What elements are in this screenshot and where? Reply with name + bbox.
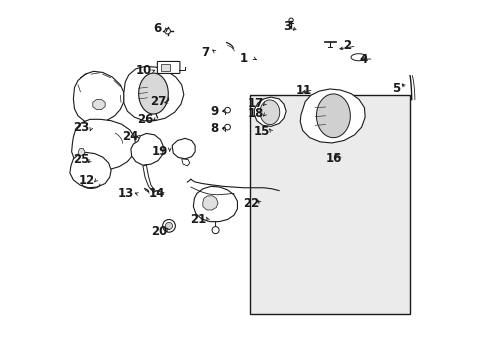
Polygon shape (70, 153, 111, 188)
Polygon shape (142, 165, 155, 192)
Text: 18: 18 (247, 107, 264, 120)
Text: 19: 19 (151, 145, 168, 158)
Polygon shape (73, 71, 123, 123)
Polygon shape (71, 119, 136, 170)
Polygon shape (139, 73, 168, 114)
Text: 10: 10 (136, 64, 152, 77)
Text: 27: 27 (150, 95, 166, 108)
Polygon shape (123, 66, 183, 121)
Bar (249, 95, 409, 314)
Text: 13: 13 (118, 187, 134, 200)
Circle shape (162, 96, 168, 102)
Polygon shape (131, 134, 163, 165)
Text: 6: 6 (153, 22, 161, 35)
Text: 3: 3 (283, 20, 291, 33)
Text: 4: 4 (359, 53, 367, 66)
Polygon shape (78, 148, 85, 156)
Circle shape (224, 124, 230, 130)
Text: 9: 9 (210, 105, 218, 118)
Text: 22: 22 (243, 198, 259, 211)
Text: 25: 25 (73, 153, 89, 166)
Circle shape (224, 107, 230, 113)
Text: 26: 26 (137, 113, 153, 126)
Polygon shape (300, 89, 365, 143)
Polygon shape (260, 100, 279, 125)
Polygon shape (193, 186, 237, 222)
Polygon shape (316, 94, 349, 138)
FancyBboxPatch shape (157, 62, 180, 73)
Circle shape (164, 28, 170, 34)
Bar (160, 64, 170, 71)
Polygon shape (93, 100, 105, 109)
Text: 24: 24 (122, 130, 138, 143)
Text: 15: 15 (253, 125, 269, 138)
Text: 16: 16 (325, 152, 341, 165)
Text: 20: 20 (151, 225, 167, 238)
Text: 21: 21 (189, 213, 205, 226)
Text: 7: 7 (201, 46, 209, 59)
Text: 8: 8 (210, 122, 218, 135)
Polygon shape (172, 138, 195, 159)
Text: 23: 23 (73, 121, 89, 134)
Polygon shape (182, 159, 189, 166)
Text: 1: 1 (239, 52, 247, 65)
Text: 14: 14 (148, 187, 165, 200)
Polygon shape (203, 196, 218, 210)
Text: 17: 17 (247, 96, 264, 109)
Text: 5: 5 (391, 82, 400, 95)
Circle shape (212, 226, 219, 234)
Text: 2: 2 (342, 40, 350, 53)
Circle shape (165, 222, 172, 229)
Text: 11: 11 (295, 84, 311, 96)
Polygon shape (254, 97, 285, 126)
Circle shape (163, 220, 175, 232)
Polygon shape (350, 54, 366, 61)
Text: 12: 12 (78, 174, 94, 186)
